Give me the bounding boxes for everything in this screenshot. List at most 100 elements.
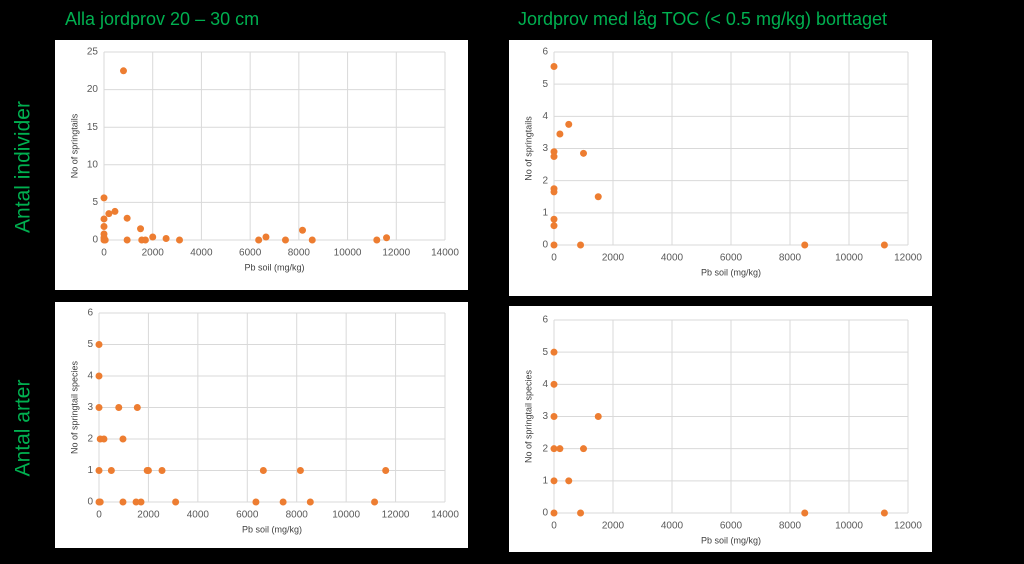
point [550, 241, 558, 249]
x-tick-label: 4000 [187, 510, 210, 521]
chart-panel: 0 1 2 3 4 5 6 0 2000 4000 6000 8000 10000 12000 14000 P… [55, 302, 468, 548]
x-tick-label: 10000 [835, 521, 863, 532]
point [101, 236, 109, 244]
x-tick-label: 8000 [779, 521, 802, 532]
column-title: Jordprov med låg TOC (< 0.5 mg/kg) bortt… [518, 9, 887, 29]
point [371, 498, 379, 506]
x-tick-label: 2000 [142, 248, 165, 259]
point [565, 120, 573, 128]
point [801, 509, 809, 517]
point [577, 241, 585, 249]
panel-background [55, 302, 468, 548]
y-tick-label: 2 [542, 175, 548, 186]
y-tick-label: 1 [542, 207, 548, 218]
point [594, 413, 602, 420]
point [259, 467, 267, 474]
y-tick-label: 0 [92, 235, 98, 246]
point [149, 233, 157, 241]
x-tick-label: 6000 [236, 510, 259, 521]
point [95, 341, 103, 348]
point [137, 225, 145, 233]
point [252, 498, 260, 506]
point [111, 207, 119, 215]
x-tick-label: 14000 [431, 510, 459, 521]
y-tick-label: 6 [542, 315, 548, 326]
point [144, 467, 152, 474]
y-tick-label: 25 [87, 47, 99, 58]
point [105, 210, 113, 218]
point [556, 445, 564, 453]
panel-background [509, 306, 932, 552]
y-tick-label: 5 [542, 347, 548, 358]
point [100, 435, 108, 443]
y-tick-label: 4 [87, 371, 93, 382]
point [880, 241, 888, 249]
x-tick-label: 2000 [602, 253, 625, 264]
x-axis-title: Pb soil (mg/kg) [701, 267, 761, 277]
point [141, 236, 149, 244]
point [550, 62, 558, 70]
point [565, 477, 573, 485]
point [550, 348, 558, 356]
x-tick-label: 12000 [382, 510, 410, 521]
point [308, 236, 316, 244]
y-tick-label: 5 [87, 339, 93, 350]
point [137, 498, 145, 506]
point [577, 509, 585, 517]
y-tick-label: 0 [542, 508, 548, 519]
point [306, 498, 314, 506]
point [383, 234, 391, 242]
point [550, 188, 558, 196]
y-tick-label: 10 [87, 159, 99, 170]
point [133, 404, 141, 411]
x-tick-label: 4000 [190, 248, 213, 259]
point [580, 149, 587, 157]
point [550, 445, 558, 453]
point [299, 226, 307, 234]
row-label: Antal individer [12, 101, 35, 233]
point [107, 467, 115, 474]
point [119, 498, 127, 506]
y-tick-label: 1 [87, 465, 93, 476]
y-tick-label: 4 [542, 111, 548, 122]
x-axis-title: Pb soil (mg/kg) [701, 535, 761, 545]
point [115, 404, 123, 411]
point [119, 435, 127, 443]
y-tick-label: 0 [87, 497, 93, 508]
y-tick-label: 15 [87, 122, 99, 133]
chart-panel: 0 5 10 15 20 25 0 2000 4000 6000 8000 10000 12000 140… [55, 40, 468, 290]
point [95, 372, 103, 380]
x-tick-label: 8000 [286, 510, 309, 521]
x-tick-label: 0 [101, 248, 107, 259]
point [123, 236, 131, 244]
y-tick-label: 2 [542, 443, 548, 454]
x-tick-label: 0 [551, 253, 557, 264]
point [100, 222, 108, 230]
x-tick-label: 2000 [137, 510, 160, 521]
point [262, 233, 270, 241]
point [550, 153, 558, 161]
y-tick-label: 3 [542, 411, 548, 422]
x-tick-label: 6000 [720, 521, 743, 532]
x-tick-label: 8000 [288, 248, 311, 259]
point [296, 467, 304, 474]
point [550, 148, 558, 156]
point [550, 215, 558, 223]
x-axis-title: Pb soil (mg/kg) [244, 262, 304, 272]
point [95, 404, 103, 411]
point [132, 498, 140, 506]
chart-panel: 0 1 2 3 4 5 6 0 2000 4000 6000 8000 10000 12000 Pb soi… [509, 40, 932, 296]
point [100, 194, 108, 202]
y-tick-label: 5 [92, 197, 98, 208]
x-tick-label: 0 [96, 510, 102, 521]
chart-panel: 0 1 2 3 4 5 6 0 2000 4000 6000 8000 10000 12000 Pb soi… [509, 306, 932, 552]
y-tick-label: 4 [542, 379, 548, 390]
x-tick-label: 6000 [239, 248, 262, 259]
y-axis-title: No of springtails [69, 113, 79, 178]
x-tick-label: 4000 [661, 521, 684, 532]
x-tick-label: 8000 [779, 253, 802, 264]
x-tick-label: 10000 [332, 510, 360, 521]
point [550, 380, 558, 388]
point [580, 445, 587, 453]
x-tick-label: 12000 [894, 253, 922, 264]
